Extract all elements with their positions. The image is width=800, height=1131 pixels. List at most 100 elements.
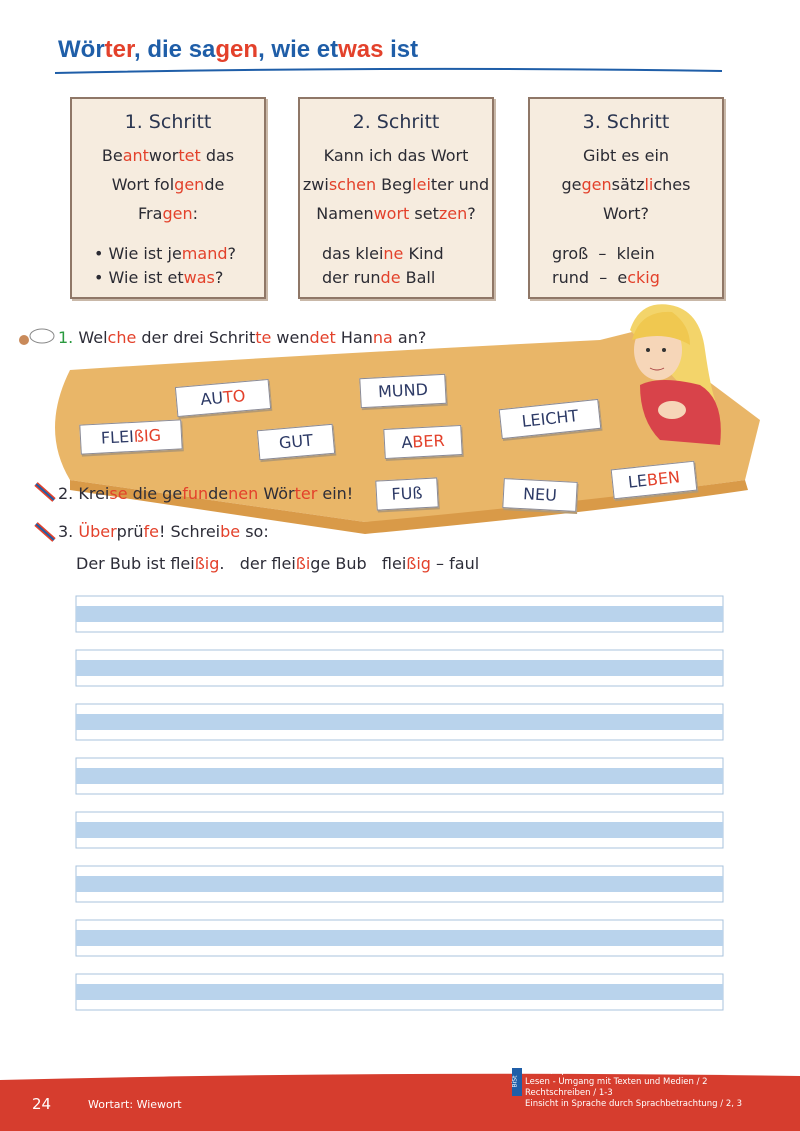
step-example: rund – eckig <box>552 266 722 290</box>
text-segment: Der Bub ist flei <box>76 554 195 573</box>
competences: Hören, Sprechen und Miteinander-Reden / … <box>525 1066 742 1110</box>
text-segment: FLEI <box>100 426 135 448</box>
word-card[interactable]: FLEIßIG <box>79 419 183 455</box>
step-line: gegensätzliches <box>530 170 722 199</box>
text-segment: schen <box>328 175 377 194</box>
text-segment: se <box>109 484 128 503</box>
text-segment: Wort? <box>602 204 649 223</box>
text-segment: Wör <box>258 484 295 503</box>
text-segment: ne <box>383 244 404 263</box>
title-underline <box>54 67 723 74</box>
text-segment: wort <box>373 204 410 223</box>
text-segment: Wort fol <box>111 175 175 194</box>
footer-band <box>0 1073 800 1131</box>
girl-illustration <box>630 304 721 445</box>
text-segment: Kann ich das Wort <box>323 146 469 165</box>
task: 1. Welche der drei Schritte wendet Hanna… <box>58 328 426 347</box>
text-segment: ant <box>122 146 149 165</box>
text-segment: fun <box>182 484 209 503</box>
competence: Rechtschreiben / 1-3 <box>525 1088 613 1098</box>
word-card[interactable]: FUß <box>375 477 439 511</box>
text-segment: ches <box>653 175 691 194</box>
text-segment: – faul <box>430 554 480 573</box>
text-segment: an? <box>392 328 427 347</box>
text-segment: ist <box>383 36 419 63</box>
text-segment: wen <box>271 328 310 347</box>
step-heading: 1. Schritt <box>124 111 212 133</box>
text-segment: . der flei <box>219 554 296 573</box>
step-line: zwischen Begleiter und <box>300 170 492 199</box>
text-segment: mand <box>181 244 228 263</box>
step-line: Fragen: <box>72 199 264 228</box>
text-segment: groß – klein <box>552 244 655 263</box>
text-segment: gen <box>162 204 193 223</box>
text-segment: de <box>380 268 401 287</box>
task-text: Überprüfe! Schreibe so: <box>78 522 268 541</box>
pencil-icon <box>34 482 56 502</box>
step-example: das kleine Kind <box>322 242 492 266</box>
word-card[interactable]: NEU <box>502 478 578 512</box>
page-title: Wörter, die sagen, wie etwas ist <box>58 36 418 64</box>
text-segment: ge Bub flei <box>310 554 407 573</box>
step-example: • Wie ist etwas? <box>94 266 264 290</box>
word-card[interactable]: MUND <box>359 373 447 409</box>
text-segment: de <box>208 484 229 503</box>
writing-line-band <box>76 768 723 784</box>
task-text: Welche der drei Schritte wendet Hanna an… <box>78 328 426 347</box>
pencil-icon <box>34 522 56 542</box>
step-line: Wort? <box>530 199 722 228</box>
text-segment: ! Schrei <box>159 522 221 541</box>
text-segment: set <box>409 204 439 223</box>
text-segment: Be <box>101 146 123 165</box>
step-box: 3. Schritt Gibt es ein gegensätzliches W… <box>528 97 724 299</box>
writing-line-band <box>76 714 723 730</box>
text-segment: • Wie ist et <box>94 268 184 287</box>
text-segment: ? <box>467 204 476 223</box>
text-segment: was <box>338 36 384 63</box>
word-card[interactable]: ABER <box>383 424 463 460</box>
text-segment: FUß <box>390 483 423 504</box>
text-segment: so: <box>240 522 269 541</box>
text-segment: ter <box>104 36 135 63</box>
text-segment: be <box>220 522 241 541</box>
task-number: 3. <box>58 522 74 541</box>
text-segment: was <box>183 268 215 287</box>
text-segment: , die sa <box>134 36 216 63</box>
text-segment: ßig <box>194 554 220 573</box>
writing-line-band <box>76 606 723 622</box>
text-segment: de <box>204 175 225 194</box>
competence: Einsicht in Sprache durch Sprachbetracht… <box>525 1099 743 1109</box>
text-segment: ein! <box>317 484 354 503</box>
writing-line-band <box>76 930 723 946</box>
step-heading: 3. Schritt <box>582 111 670 133</box>
text-segment: Über <box>78 522 117 541</box>
text-segment: ge <box>561 175 582 194</box>
step-line: Namenwort setzen? <box>300 199 492 228</box>
text-segment: det <box>309 328 336 347</box>
writing-line-band <box>76 660 723 676</box>
task-number: 1. <box>58 328 74 347</box>
text-segment: gen <box>215 36 259 63</box>
text-segment: ßi <box>295 554 311 573</box>
text-segment: zen <box>438 204 468 223</box>
task: 3. Überprüfe! Schreibe so: <box>58 522 269 541</box>
step-heading: 2. Schritt <box>352 111 440 133</box>
text-segment: ßIG <box>133 425 162 446</box>
writing-line-band <box>76 876 723 892</box>
text-segment: fe <box>143 522 160 541</box>
text-segment: GUT <box>278 430 314 453</box>
footer-topic: Wortart: Wiewort <box>88 1098 182 1111</box>
task: 2. Kreise die gefundenen Wörter ein! <box>58 484 353 503</box>
text-segment: na <box>372 328 393 347</box>
text-segment: MUND <box>377 379 429 402</box>
task-icon <box>19 328 55 345</box>
text-segment: : <box>192 204 198 223</box>
step-example: der runde Ball <box>322 266 492 290</box>
text-segment: ckig <box>627 268 660 287</box>
text-segment: der drei Schrit <box>136 328 256 347</box>
text-segment: Krei <box>78 484 110 503</box>
text-segment: Kind <box>403 244 444 263</box>
step-example: groß – klein <box>552 242 722 266</box>
